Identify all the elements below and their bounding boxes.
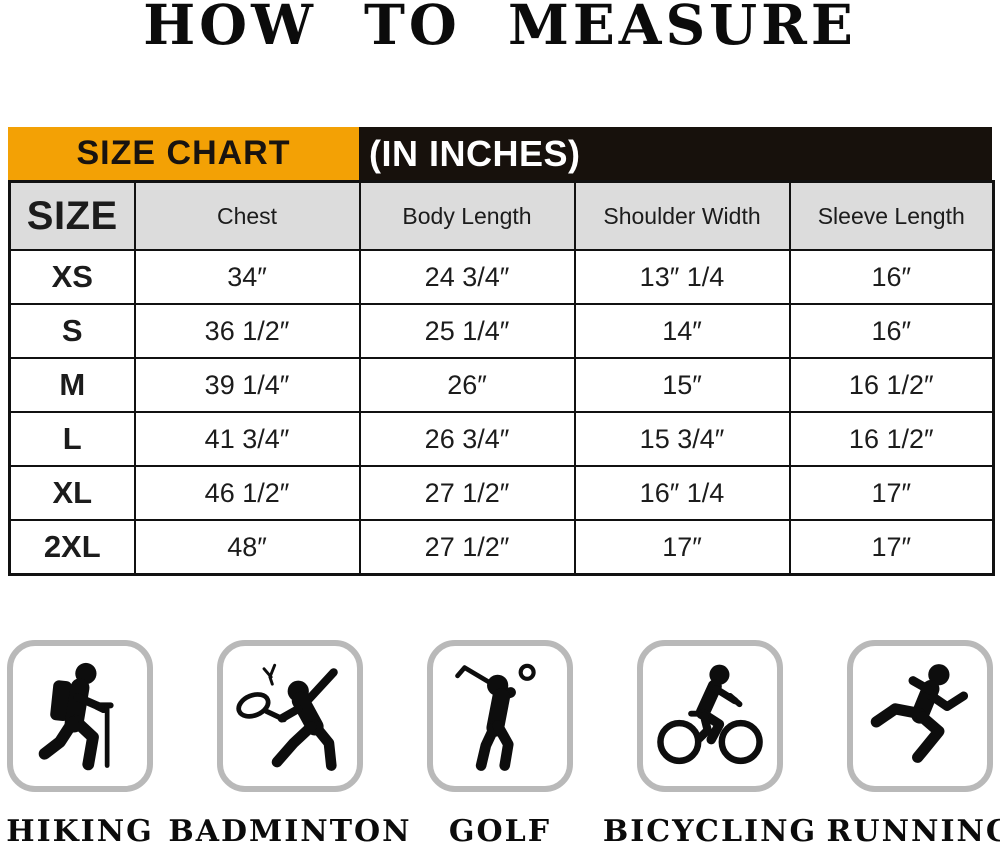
activity-tile — [427, 640, 573, 792]
column-header-size: SIZE — [8, 180, 136, 251]
activity-label-bicycling: BICYCLING — [602, 814, 818, 849]
table-header-row: SIZE Chest Body Length Shoulder Width Sl… — [8, 180, 995, 251]
size-label: L — [8, 411, 136, 467]
activity-tile — [7, 640, 153, 792]
activity-label-running: RUNNING — [826, 814, 1000, 849]
chest-value: 41 3/4″ — [133, 411, 361, 467]
sleeve-length-value: 16 1/2″ — [788, 357, 995, 413]
body-length-value: 25 1/4″ — [358, 303, 576, 359]
table-row-2xl: 2XL 48″ 27 1/2″ 17″ 17″ — [8, 519, 995, 576]
column-header-body-length: Body Length — [358, 180, 576, 251]
chest-value: 46 1/2″ — [133, 465, 361, 521]
activity-tile — [217, 640, 363, 792]
table-row-l: L 41 3/4″ 26 3/4″ 15 3/4″ 16 1/2″ — [8, 411, 995, 467]
column-header-chest: Chest — [133, 180, 361, 251]
size-label: 2XL — [8, 519, 136, 576]
size-chart-banner-label: SIZE CHART — [8, 127, 359, 180]
bicycling-icon — [657, 664, 763, 765]
activity-badminton: BADMINTON — [168, 640, 410, 849]
activity-label-badminton: BADMINTON — [168, 814, 412, 849]
body-length-value: 27 1/2″ — [358, 519, 576, 576]
activity-running: RUNNING — [827, 640, 1000, 849]
shoulder-width-value: 16″ 1/4 — [573, 465, 791, 521]
activity-bicycling: BICYCLING — [603, 640, 815, 849]
shoulder-width-value: 14″ — [573, 303, 791, 359]
units-banner-label: (IN INCHES) — [359, 127, 992, 180]
table-row-xl: XL 46 1/2″ 27 1/2″ 16″ 1/4 17″ — [8, 465, 995, 521]
page-title: HOW TO MEASURE — [143, 0, 857, 57]
shoulder-width-value: 13″ 1/4 — [573, 249, 791, 305]
sleeve-length-value: 16 1/2″ — [788, 411, 995, 467]
golf-icon — [455, 663, 536, 771]
size-label: XS — [8, 249, 136, 305]
table-row-s: S 36 1/2″ 25 1/4″ 14″ 16″ — [8, 303, 995, 359]
column-header-shoulder-width: Shoulder Width — [573, 180, 791, 251]
body-length-value: 24 3/4″ — [358, 249, 576, 305]
shoulder-width-value: 15″ — [573, 357, 791, 413]
column-header-sleeve-length: Sleeve Length — [788, 180, 995, 251]
activity-hiking: HIKING — [6, 640, 154, 849]
hiking-icon — [38, 662, 114, 771]
activity-golf: GOLF — [427, 640, 573, 849]
body-length-value: 26 3/4″ — [358, 411, 576, 467]
chest-value: 36 1/2″ — [133, 303, 361, 359]
sleeve-length-value: 17″ — [788, 519, 995, 576]
shoulder-width-value: 15 3/4″ — [573, 411, 791, 467]
activity-label-hiking: HIKING — [6, 814, 154, 849]
size-chart-banner: SIZE CHART (IN INCHES) — [8, 127, 992, 180]
size-label: XL — [8, 465, 136, 521]
activity-tile — [847, 640, 993, 792]
activity-label-golf: GOLF — [448, 814, 552, 849]
sleeve-length-value: 16″ — [788, 303, 995, 359]
table-row-m: M 39 1/4″ 26″ 15″ 16 1/2″ — [8, 357, 995, 413]
size-label: S — [8, 303, 136, 359]
activity-tile — [637, 640, 783, 792]
size-label: M — [8, 357, 136, 413]
body-length-value: 26″ — [358, 357, 576, 413]
running-icon — [870, 664, 969, 763]
sleeve-length-value: 16″ — [788, 249, 995, 305]
chest-value: 34″ — [133, 249, 361, 305]
badminton-icon — [236, 663, 338, 771]
table-row-xs: XS 34″ 24 3/4″ 13″ 1/4 16″ — [8, 249, 995, 305]
shoulder-width-value: 17″ — [573, 519, 791, 576]
chest-value: 39 1/4″ — [133, 357, 361, 413]
activity-icons-row: HIKING BADMI — [6, 640, 1000, 849]
sleeve-length-value: 17″ — [788, 465, 995, 521]
body-length-value: 27 1/2″ — [358, 465, 576, 521]
size-chart-table: SIZE Chest Body Length Shoulder Width Sl… — [8, 180, 995, 576]
chest-value: 48″ — [133, 519, 361, 576]
